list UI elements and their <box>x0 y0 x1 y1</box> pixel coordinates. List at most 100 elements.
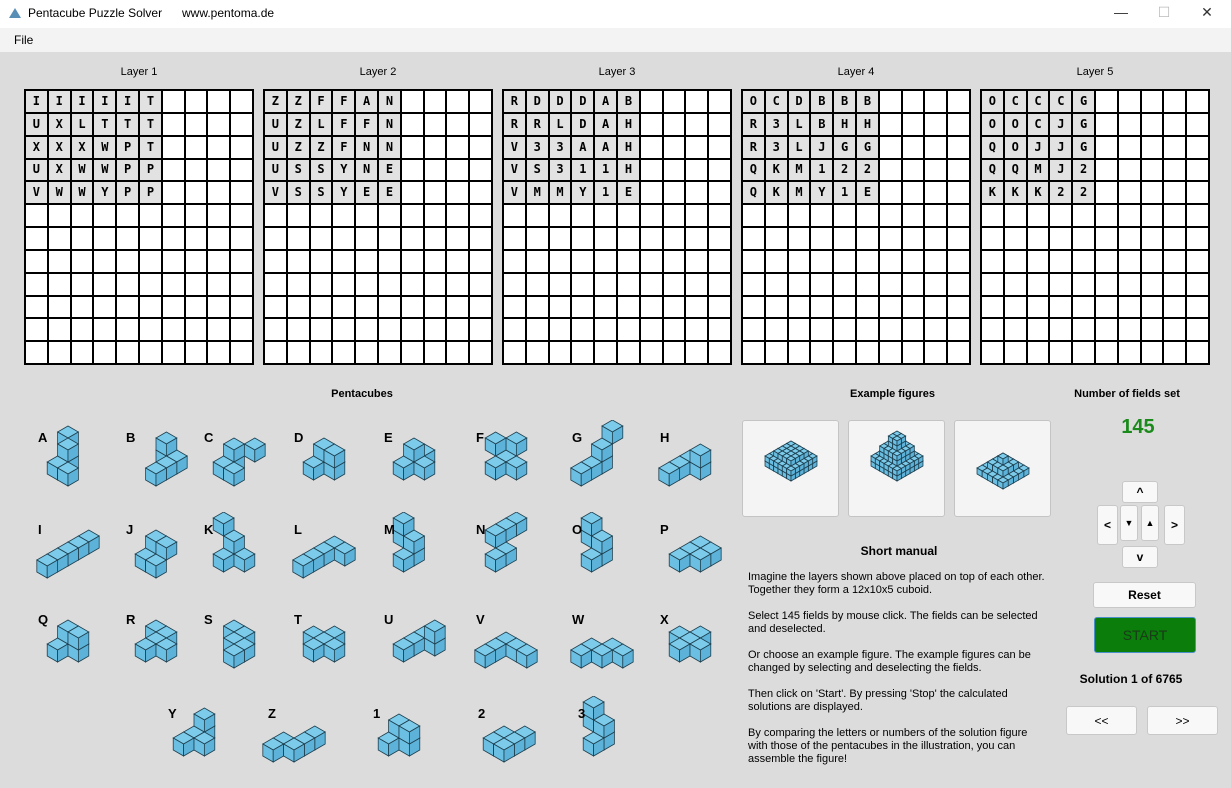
grid-cell[interactable] <box>765 136 787 158</box>
grid-cell[interactable] <box>48 319 70 341</box>
grid-cell[interactable] <box>447 319 469 341</box>
grid-cell[interactable] <box>333 91 355 112</box>
grid-cell[interactable] <box>356 319 377 341</box>
grid-cell[interactable] <box>982 250 1003 272</box>
grid-cell[interactable] <box>856 296 878 318</box>
grid-cell[interactable] <box>71 91 93 112</box>
grid-cell[interactable] <box>117 159 138 181</box>
grid-cell[interactable] <box>1073 136 1094 158</box>
grid-cell[interactable] <box>94 228 116 249</box>
grid-cell[interactable] <box>811 91 833 112</box>
grid-cell[interactable] <box>287 159 309 181</box>
grid-cell[interactable] <box>378 228 400 249</box>
grid-cell[interactable] <box>117 273 138 295</box>
grid-cell[interactable] <box>208 342 230 363</box>
grid-cell[interactable] <box>26 319 47 341</box>
grid-cell[interactable] <box>788 159 810 181</box>
grid-cell[interactable] <box>765 342 787 363</box>
grid-cell[interactable] <box>709 182 730 204</box>
grid-cell[interactable] <box>788 136 810 158</box>
grid-cell[interactable] <box>265 205 286 226</box>
grid-cell[interactable] <box>333 296 355 318</box>
grid-cell[interactable] <box>526 182 548 204</box>
grid-cell[interactable] <box>310 205 332 226</box>
grid-cell[interactable] <box>879 113 901 135</box>
grid-cell[interactable] <box>686 113 708 135</box>
grid-cell[interactable] <box>48 228 70 249</box>
grid-cell[interactable] <box>162 159 184 181</box>
grid-cell[interactable] <box>1050 296 1072 318</box>
grid-cell[interactable] <box>1187 113 1208 135</box>
menu-file[interactable]: File <box>14 33 34 47</box>
grid-cell[interactable] <box>504 205 525 226</box>
grid-cell[interactable] <box>378 319 400 341</box>
grid-cell[interactable] <box>287 182 309 204</box>
grid-cell[interactable] <box>811 296 833 318</box>
grid-cell[interactable] <box>162 136 184 158</box>
grid-cell[interactable] <box>117 319 138 341</box>
grid-cell[interactable] <box>356 296 377 318</box>
grid-cell[interactable] <box>378 113 400 135</box>
grid-cell[interactable] <box>356 91 377 112</box>
grid-cell[interactable] <box>709 136 730 158</box>
grid-cell[interactable] <box>663 136 685 158</box>
grid-cell[interactable] <box>526 342 548 363</box>
grid-cell[interactable] <box>1050 228 1072 249</box>
grid-cell[interactable] <box>1027 205 1049 226</box>
grid-cell[interactable] <box>549 91 571 112</box>
grid-cell[interactable] <box>879 182 901 204</box>
grid-cell[interactable] <box>185 91 207 112</box>
grid-cell[interactable] <box>526 228 548 249</box>
grid-cell[interactable] <box>709 250 730 272</box>
grid-cell[interactable] <box>743 273 764 295</box>
grid-cell[interactable] <box>663 319 685 341</box>
grid-cell[interactable] <box>948 342 969 363</box>
grid-cell[interactable] <box>572 296 594 318</box>
grid-cell[interactable] <box>526 136 548 158</box>
grid-cell[interactable] <box>1004 342 1026 363</box>
grid-cell[interactable] <box>948 91 969 112</box>
grid-cell[interactable] <box>94 136 116 158</box>
grid-cell[interactable] <box>686 342 708 363</box>
grid-cell[interactable] <box>139 205 161 226</box>
grid-cell[interactable] <box>48 342 70 363</box>
grid-cell[interactable] <box>948 205 969 226</box>
grid-cell[interactable] <box>162 91 184 112</box>
grid-cell[interactable] <box>1095 228 1117 249</box>
grid-cell[interactable] <box>231 182 252 204</box>
grid-cell[interactable] <box>470 319 491 341</box>
grid-cell[interactable] <box>26 296 47 318</box>
grid-cell[interactable] <box>948 319 969 341</box>
grid-cell[interactable] <box>94 250 116 272</box>
grid-cell[interactable] <box>1004 296 1026 318</box>
grid-cell[interactable] <box>424 250 446 272</box>
grid-cell[interactable] <box>879 91 901 112</box>
grid-cell[interactable] <box>333 228 355 249</box>
grid-cell[interactable] <box>595 91 616 112</box>
grid-cell[interactable] <box>162 319 184 341</box>
grid-cell[interactable] <box>208 250 230 272</box>
grid-cell[interactable] <box>162 273 184 295</box>
grid-cell[interactable] <box>709 319 730 341</box>
grid-cell[interactable] <box>1164 91 1186 112</box>
grid-cell[interactable] <box>1118 159 1140 181</box>
grid-cell[interactable] <box>595 273 616 295</box>
grid-cell[interactable] <box>185 159 207 181</box>
grid-cell[interactable] <box>663 159 685 181</box>
grid-cell[interactable] <box>948 273 969 295</box>
grid-cell[interactable] <box>709 342 730 363</box>
grid-cell[interactable] <box>1164 159 1186 181</box>
grid-cell[interactable] <box>788 250 810 272</box>
grid-cell[interactable] <box>834 182 855 204</box>
grid-cell[interactable] <box>333 182 355 204</box>
grid-cell[interactable] <box>788 296 810 318</box>
grid-cell[interactable] <box>162 113 184 135</box>
grid-cell[interactable] <box>1164 342 1186 363</box>
previous-solution-button[interactable]: << <box>1066 706 1137 735</box>
grid-cell[interactable] <box>1095 342 1117 363</box>
grid-cell[interactable] <box>549 342 571 363</box>
grid-cell[interactable] <box>743 250 764 272</box>
grid-cell[interactable] <box>401 342 423 363</box>
grid-cell[interactable] <box>185 136 207 158</box>
grid-cell[interactable] <box>1095 136 1117 158</box>
